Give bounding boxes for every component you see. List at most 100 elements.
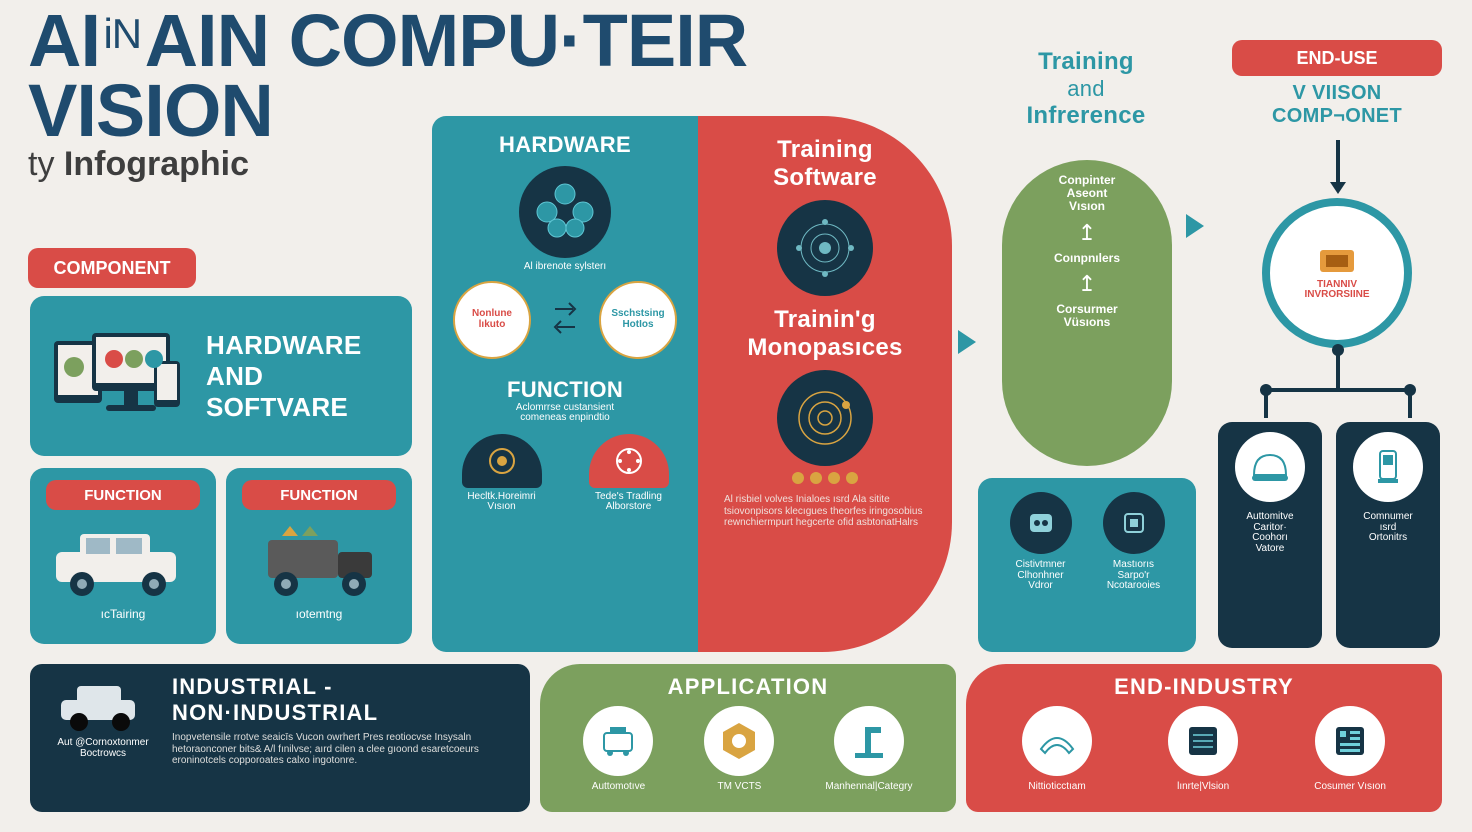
bottom-industrial-panel: Aut @Cornoxtonmer Boctrowcs INDUSTRIAL -… xyxy=(30,664,530,812)
end-c-label: Cosumer Vısıon xyxy=(1314,782,1386,793)
robot-head-icon xyxy=(1022,504,1060,542)
hw-sw-heading-1: HARDWARE xyxy=(206,330,396,361)
end-b-label: lınrte|Vlsion xyxy=(1177,782,1229,793)
hw-sw-heading-2: AND SOFTVARE xyxy=(206,361,396,423)
bubble-b-label: Mastıorıs Sarpo'r Ncotarooies xyxy=(1107,560,1160,592)
board2-icon xyxy=(1328,719,1372,763)
software-node-2 xyxy=(777,370,873,466)
title-word-2: iN xyxy=(103,10,141,57)
devices-icon xyxy=(46,321,196,431)
function-left-sub: ıcTairing xyxy=(46,608,200,621)
end-use-leaf-a: Auttomitve Caritor· Coohorı Vatore xyxy=(1218,422,1322,648)
subtitle-text: Infographic xyxy=(64,145,249,183)
app-b-label: TM VCTS xyxy=(717,782,761,793)
arrow-icon-red-to-green xyxy=(958,330,976,354)
application-hdr: APPLICATION xyxy=(558,674,938,700)
mid-hardware-hdr: HARDWARE xyxy=(448,132,682,158)
chip-icon xyxy=(1115,504,1153,542)
mid-function-hdr: FUNCTION xyxy=(448,377,682,403)
radial-icon xyxy=(790,213,860,283)
chip-orange-icon xyxy=(1316,246,1358,276)
bubble-a-label: Cistivtmner Clhonhner Vdror xyxy=(1015,560,1065,592)
end-use-badge-label: END-USE xyxy=(1296,48,1377,69)
end-industry-hdr: END-INDUSTRY xyxy=(984,674,1424,700)
industrial-para: Inopvetensile rrotve seaicīs Vucon owrhe… xyxy=(172,732,512,767)
circle-nonlune-label: Nonlune lıkuto xyxy=(472,309,512,330)
dome-b-label: Tede's Tradling Alborstore xyxy=(595,492,662,513)
hardware-software-card: HARDWARE AND SOFTVARE xyxy=(30,296,412,456)
bubble-customer-icon xyxy=(1010,492,1072,554)
end-icon-a xyxy=(1022,706,1092,776)
ind-icon-label: Aut @Cornoxtonmer Boctrowcs xyxy=(57,738,148,759)
red-panel-paragraph: Al risbiel volves Inialoes ısrd Ala siti… xyxy=(716,494,934,529)
leaf-a-label: Auttomitve Caritor· Coohorı Vatore xyxy=(1246,512,1293,554)
leaf-a-icon xyxy=(1235,432,1305,502)
mono-hdr-2: Monopasıces xyxy=(716,334,934,362)
arrow-icon-green-to-end xyxy=(1186,214,1204,238)
bubble-mastions-icon xyxy=(1103,492,1165,554)
ti-hdr-2: and xyxy=(988,76,1184,102)
app-icon-tmvcts xyxy=(704,706,774,776)
bottom-application-panel: APPLICATION Auttomotıve TM VCTS Manhenna… xyxy=(540,664,956,812)
end-use-circle-label: TIANNIV INVRORSIINE xyxy=(1304,280,1369,301)
green-sub-panel: Cistivtmner Clhonhner Vdror Mastıorıs Sa… xyxy=(978,478,1196,652)
component-badge: COMPONENT xyxy=(28,248,196,288)
function-card-left: FUNCTION ıcTairing xyxy=(30,468,216,644)
bottom-end-industry-panel: END-INDUSTRY Nittioticctıam lınrte|Vlsio… xyxy=(966,664,1442,812)
circle-sschstsing: Sschstsing HotIos xyxy=(599,281,677,359)
end-a-label: Nittioticctıam xyxy=(1028,782,1085,793)
leaf-b-label: Comnumer ısrd Ortonitrs xyxy=(1363,512,1412,544)
mid-hardware-panel: HARDWARE Al ibrenote sylsterı Nonlune lı… xyxy=(432,116,698,652)
mid-function-sub: Aclomrrse custansient comeneas enpindtio xyxy=(448,403,682,424)
function-right-sub: ıotemtng xyxy=(242,608,396,621)
end-use-badge: END-USE xyxy=(1232,40,1442,76)
end-use-sub2: COMP¬ONET xyxy=(1232,105,1442,128)
pill-b: Coınpnılers xyxy=(1002,252,1172,265)
mid-hw-sub: Al ibrenote sylsterı xyxy=(448,262,682,273)
end-use-sub1: V VIISON xyxy=(1232,82,1442,105)
end-icon-b xyxy=(1168,706,1238,776)
ti-hdr-3: Infrerence xyxy=(988,102,1184,130)
function-card-right: FUNCTION ıotemtng xyxy=(226,468,412,644)
pill-c: Corsurmer Vüsıons xyxy=(1002,303,1172,329)
end-icon-c xyxy=(1315,706,1385,776)
app-c-label: Manhennal|Categry xyxy=(825,782,912,793)
engine-icon xyxy=(596,719,640,763)
robot-arm-icon xyxy=(847,719,891,763)
circle-sschstsing-label: Sschstsing HotIos xyxy=(611,309,664,330)
circle-nonlune: Nonlune lıkuto xyxy=(453,281,531,359)
windshield-icon xyxy=(1035,719,1079,763)
component-badge-label: COMPONENT xyxy=(54,258,171,279)
green-pill: Conpinter Aseont Vısıon ↥ Coınpnılers ↥ … xyxy=(1002,160,1172,466)
ti-hdr-1: Training xyxy=(988,48,1184,76)
dome-icon-a xyxy=(462,434,542,488)
mono-hdr-1: Trainin'g xyxy=(716,306,934,334)
end-use-leaf-b: Comnumer ısrd Ortonitrs xyxy=(1336,422,1440,648)
up-arrow-icon-2: ↥ xyxy=(1002,271,1172,297)
orbit-icon xyxy=(790,383,860,453)
swap-arrows-icon xyxy=(551,297,579,342)
app-a-label: Auttomotıve xyxy=(592,782,645,793)
pill-a: Conpinter Aseont Vısıon xyxy=(1002,174,1172,214)
dome-icon-b xyxy=(589,434,669,488)
function-left-badge-label: FUNCTION xyxy=(84,487,162,504)
title-line2: VISION xyxy=(28,69,273,152)
app-icon-manhennal xyxy=(834,706,904,776)
end-use-sub: V VIISON COMP¬ONET xyxy=(1232,82,1442,128)
app-icon-automotive xyxy=(583,706,653,776)
training-inference-hdr: Training and Infrerence xyxy=(988,48,1184,130)
kiosk-icon xyxy=(1366,445,1410,489)
dome-a-label: Hecltk.Horeimri Vısıon xyxy=(467,492,535,513)
function-left-badge: FUNCTION xyxy=(46,480,200,510)
board-icon xyxy=(1181,719,1225,763)
industrial-hdr: INDUSTRIAL - NON·INDUSTRIAL xyxy=(172,674,512,726)
up-arrow-icon: ↥ xyxy=(1002,220,1172,246)
gear-hex-icon xyxy=(717,719,761,763)
function-right-badge-label: FUNCTION xyxy=(280,487,358,504)
subtitle-prefix: ty xyxy=(28,145,54,183)
helmet-icon xyxy=(1248,445,1292,489)
software-node-1 xyxy=(777,200,873,296)
leaf-b-icon xyxy=(1353,432,1423,502)
software-hdr-1: Training xyxy=(716,136,934,164)
truck-icon xyxy=(242,518,402,608)
